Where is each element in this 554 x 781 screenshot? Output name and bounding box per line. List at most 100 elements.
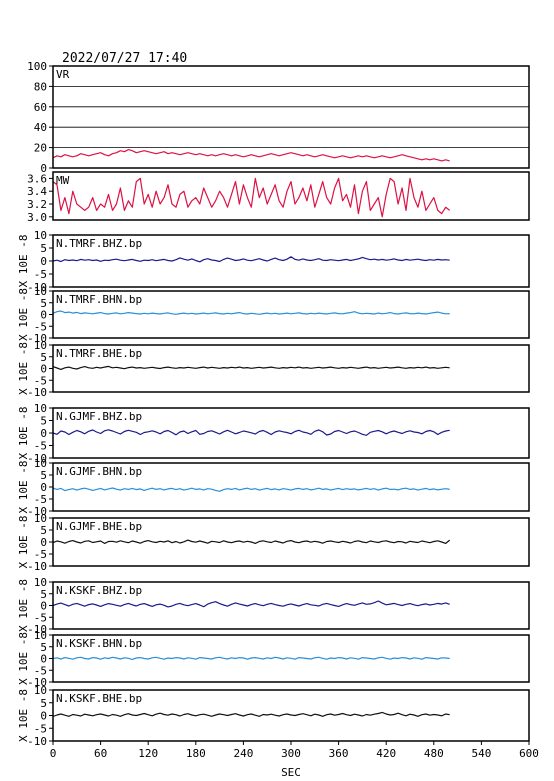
x-tick-label-3: 180 — [186, 747, 206, 760]
y-tick-label-gjmf-bhn-2: 0 — [40, 481, 47, 494]
x-tick-label-6: 360 — [329, 747, 349, 760]
y-axis-label-tmrf-bhz: X 10E -8 — [17, 235, 30, 288]
y-tick-label-gjmf-bhz-3: 5 — [40, 415, 47, 428]
y-tick-label-gjmf-bhe-4: 10 — [34, 512, 47, 525]
y-tick-label-gjmf-bhn-4: 10 — [34, 457, 47, 470]
y-tick-label-gjmf-bhz-2: 0 — [40, 427, 47, 440]
series-line-mw — [52, 177, 451, 218]
y-tick-label-kskf-bhn-1: -5 — [34, 664, 47, 677]
y-tick-label-kskf-bhe-1: -5 — [34, 722, 47, 735]
y-tick-label-kskf-bhz-1: -5 — [34, 611, 47, 624]
y-tick-label-gjmf-bhe-2: 0 — [40, 536, 47, 549]
panel-label-kskf-bhz: N.KSKF.BHZ.bp — [56, 584, 142, 597]
series-line-tmrf-bhn — [52, 310, 450, 315]
y-tick-label-kskf-bhe-4: 10 — [34, 684, 47, 697]
y-axis-label-tmrf-bhn: X 10E -8 — [17, 288, 30, 341]
y-tick-label-tmrf-bhn-2: 0 — [40, 309, 47, 322]
y-tick-label-vr-2: 40 — [34, 121, 47, 134]
panel-frame-mw — [52, 171, 530, 221]
y-axis-label-gjmf-bhe: X 10E -8 — [17, 516, 30, 569]
y-axis-label-gjmf-bhz: X 10E -8 — [17, 407, 30, 460]
series-line-tmrf-bhz — [52, 256, 450, 263]
panel-label-kskf-bhn: N.KSKF.BHN.bp — [56, 637, 142, 650]
y-tick-label-gjmf-bhz-0: -10 — [27, 452, 47, 465]
series-line-kskf-bhn — [52, 656, 450, 661]
y-axis-label-kskf-bhn: X 10E -8 — [17, 632, 30, 685]
y-tick-label-vr-0: 0 — [40, 162, 47, 175]
y-tick-label-mw-0: 3.0 — [27, 211, 47, 224]
y-tick-label-mw-2: 3.4 — [27, 185, 47, 198]
panel-label-tmrf-bhz: N.TMRF.BHZ.bp — [56, 237, 142, 250]
panel-label-tmrf-bhe: N.TMRF.BHE.bp — [56, 347, 142, 360]
x-tick-label-9: 540 — [471, 747, 491, 760]
panel-label-vr: VR — [56, 68, 70, 81]
y-tick-label-tmrf-bhn-0: -10 — [27, 332, 47, 345]
x-tick-label-5: 300 — [281, 747, 301, 760]
y-tick-label-gjmf-bhe-1: -5 — [34, 548, 47, 561]
y-tick-label-tmrf-bhn-4: 10 — [34, 285, 47, 298]
x-tick-label-8: 480 — [424, 747, 444, 760]
panel-label-gjmf-bhn: N.GJMF.BHN.bp — [56, 465, 142, 478]
panel-vr: 0 20 40 60 80 100 VR — [27, 60, 530, 175]
y-tick-label-tmrf-bhz-4: 10 — [34, 229, 47, 242]
y-tick-label-kskf-bhn-4: 10 — [34, 629, 47, 642]
y-axis-label-tmrf-bhe: X 10E -8 — [17, 342, 30, 395]
y-tick-label-tmrf-bhe-1: -5 — [34, 374, 47, 387]
y-tick-label-tmrf-bhz-3: 5 — [40, 242, 47, 255]
y-tick-label-tmrf-bhe-0: -10 — [27, 386, 47, 399]
x-tick-label-0: 0 — [50, 747, 57, 760]
y-tick-label-gjmf-bhz-4: 10 — [34, 402, 47, 415]
y-tick-label-vr-4: 80 — [34, 80, 47, 93]
y-tick-label-tmrf-bhe-3: 5 — [40, 351, 47, 364]
y-tick-label-gjmf-bhz-1: -5 — [34, 440, 47, 453]
y-tick-label-kskf-bhz-3: 5 — [40, 588, 47, 601]
y-tick-label-vr-5: 100 — [27, 60, 47, 73]
x-tick-label-10: 600 — [519, 747, 539, 760]
y-tick-label-kskf-bhz-4: 10 — [34, 576, 47, 589]
y-tick-label-vr-3: 60 — [34, 101, 47, 114]
y-tick-label-kskf-bhn-0: -10 — [27, 676, 47, 689]
x-tick-label-7: 420 — [376, 747, 396, 760]
y-tick-label-vr-1: 20 — [34, 142, 47, 155]
series-line-kskf-bhz — [52, 600, 450, 608]
panel-label-tmrf-bhn: N.TMRF.BHN.bp — [56, 293, 142, 306]
panel-frame-vr — [52, 65, 530, 169]
series-line-gjmf-bhe — [52, 539, 451, 545]
y-tick-label-kskf-bhz-0: -10 — [27, 623, 47, 636]
series-line-kskf-bhe — [52, 711, 450, 718]
y-tick-label-tmrf-bhz-1: -5 — [34, 268, 47, 281]
y-tick-label-tmrf-bhn-3: 5 — [40, 297, 47, 310]
series-line-vr — [52, 149, 450, 162]
x-tick-label-4: 240 — [233, 747, 253, 760]
panel-label-gjmf-bhz: N.GJMF.BHZ.bp — [56, 410, 142, 423]
x-axis: 0 60 120 180 240 300 360 420 480 540 600 — [50, 741, 539, 760]
y-tick-label-tmrf-bhe-4: 10 — [34, 339, 47, 352]
y-axis-label-gjmf-bhn: X 10E -8 — [17, 461, 30, 514]
y-tick-label-gjmf-bhe-0: -10 — [27, 560, 47, 573]
series-line-gjmf-bhn — [52, 487, 450, 492]
panel-label-kskf-bhe: N.KSKF.BHE.bp — [56, 692, 142, 705]
y-tick-label-kskf-bhn-3: 5 — [40, 641, 47, 654]
y-tick-label-gjmf-bhn-3: 5 — [40, 469, 47, 482]
panel-label-gjmf-bhe: N.GJMF.BHE.bp — [56, 520, 142, 533]
y-tick-label-gjmf-bhe-3: 5 — [40, 524, 47, 537]
x-tick-label-1: 60 — [94, 747, 107, 760]
shared-y-labels: X 10E -8X 10E -8X 10E -8X 10E -8X 10E -8… — [17, 235, 30, 742]
figure-datetime: 2022/07/27 17:40 — [62, 51, 187, 66]
x-tick-label-2: 120 — [138, 747, 158, 760]
y-tick-label-kskf-bhz-2: 0 — [40, 600, 47, 613]
panel-mw: 3.03.23.43.6 MW — [27, 171, 530, 224]
y-tick-label-tmrf-bhn-1: -5 — [34, 320, 47, 333]
y-tick-label-kskf-bhe-2: 0 — [40, 710, 47, 723]
y-tick-label-kskf-bhe-3: 5 — [40, 697, 47, 710]
y-tick-label-mw-1: 3.2 — [27, 198, 47, 211]
y-tick-label-tmrf-bhz-0: -10 — [27, 281, 47, 294]
